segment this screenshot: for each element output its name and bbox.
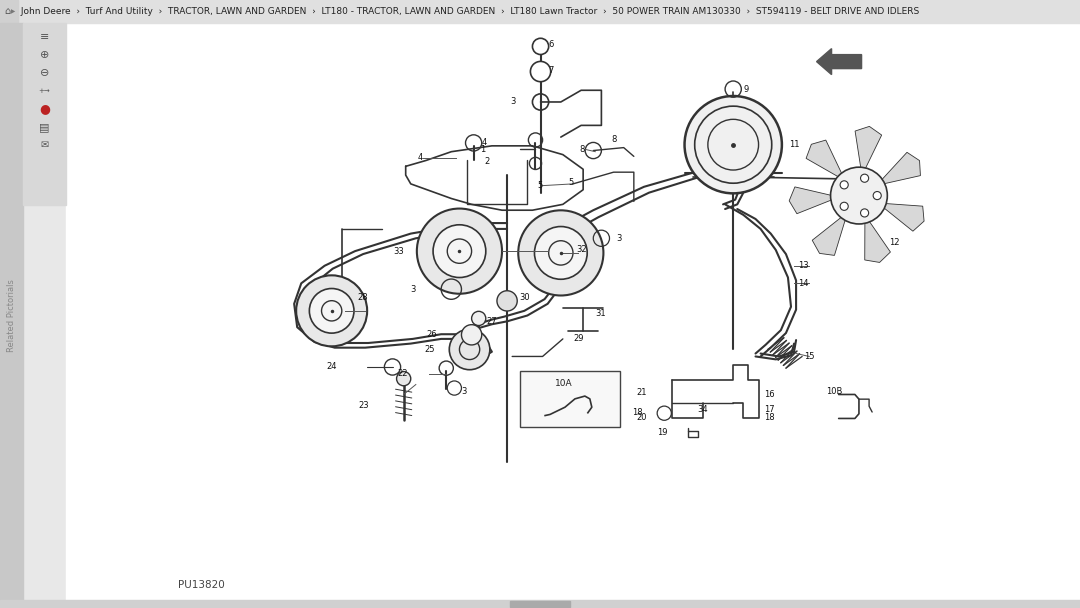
Bar (0, 23, 23, 608)
Circle shape (535, 227, 588, 279)
Polygon shape (865, 215, 890, 263)
Polygon shape (806, 140, 846, 181)
Circle shape (861, 174, 868, 182)
Text: ⊖: ⊖ (40, 68, 50, 78)
Circle shape (530, 61, 551, 81)
Text: ●: ● (39, 103, 50, 116)
Text: 1: 1 (480, 145, 485, 154)
Text: ▤: ▤ (39, 122, 50, 132)
Bar (510, 601, 570, 607)
Circle shape (396, 371, 410, 386)
Text: 29: 29 (573, 334, 583, 344)
Text: 26: 26 (426, 330, 436, 339)
Text: 4: 4 (482, 139, 487, 147)
Text: 8: 8 (580, 145, 585, 154)
Text: 34: 34 (698, 404, 708, 413)
Text: +→: +→ (39, 88, 51, 94)
Text: 23: 23 (359, 401, 368, 410)
Text: 3: 3 (410, 285, 416, 294)
Text: John Deere  ›  Turf And Utility  ›  TRACTOR, LAWN AND GARDEN  ›  LT180 - TRACTOR: John Deere › Turf And Utility › TRACTOR,… (18, 7, 919, 16)
Circle shape (417, 209, 502, 294)
Text: 9: 9 (743, 85, 748, 94)
Polygon shape (855, 126, 881, 176)
Text: 5: 5 (538, 181, 542, 190)
Polygon shape (878, 203, 924, 231)
Text: ▶: ▶ (11, 9, 15, 14)
Circle shape (449, 329, 490, 370)
Text: 33: 33 (393, 247, 404, 255)
Text: 14: 14 (798, 279, 809, 288)
Circle shape (861, 209, 868, 217)
Text: 4: 4 (418, 153, 423, 162)
Text: 3: 3 (461, 387, 467, 396)
Text: ✉: ✉ (40, 140, 49, 150)
Text: 22: 22 (397, 370, 408, 379)
Text: 19: 19 (657, 428, 667, 437)
Polygon shape (812, 212, 848, 255)
Bar (521, 371, 620, 427)
Text: 21: 21 (637, 389, 647, 397)
Text: 16: 16 (764, 390, 774, 399)
Text: ⊕: ⊕ (40, 50, 50, 60)
Text: 7: 7 (549, 66, 554, 75)
Text: 3: 3 (510, 97, 515, 106)
Text: 13: 13 (798, 261, 809, 271)
Circle shape (309, 289, 354, 333)
Text: 25: 25 (424, 345, 434, 354)
Bar (0, 0, 1080, 23)
Bar (0, 0, 18, 23)
Text: PU13820: PU13820 (177, 579, 225, 590)
Text: 3: 3 (617, 234, 622, 243)
Text: 27: 27 (487, 317, 498, 326)
Circle shape (497, 291, 517, 311)
Text: ⌂: ⌂ (4, 7, 10, 16)
Text: 32: 32 (576, 246, 586, 255)
Polygon shape (816, 49, 862, 75)
Text: 30: 30 (519, 294, 530, 302)
Text: 18: 18 (764, 413, 774, 423)
Text: 11: 11 (789, 140, 799, 149)
Bar (23, 23, 66, 205)
Text: 10B: 10B (826, 387, 842, 396)
Circle shape (461, 325, 482, 345)
Text: 10A: 10A (555, 379, 572, 389)
Text: 24: 24 (326, 362, 337, 371)
Bar (0, 600, 1080, 608)
Circle shape (831, 167, 888, 224)
Circle shape (685, 96, 782, 193)
Text: 6: 6 (549, 40, 554, 49)
Text: ≡: ≡ (40, 32, 50, 42)
Circle shape (518, 210, 604, 295)
Text: 17: 17 (764, 404, 774, 413)
Circle shape (840, 202, 848, 210)
Text: 5: 5 (568, 178, 573, 187)
Circle shape (433, 225, 486, 277)
Circle shape (472, 311, 486, 325)
Text: Related Pictorials: Related Pictorials (6, 279, 16, 352)
Polygon shape (877, 153, 920, 185)
Text: 8: 8 (611, 136, 617, 145)
Text: 20: 20 (637, 413, 647, 423)
Circle shape (840, 178, 877, 214)
Polygon shape (789, 187, 839, 213)
Circle shape (532, 38, 549, 55)
Text: 2: 2 (485, 157, 490, 165)
Text: 12: 12 (889, 238, 900, 247)
Text: 31: 31 (595, 309, 606, 318)
Text: 28: 28 (357, 294, 367, 302)
Circle shape (873, 192, 881, 199)
Circle shape (840, 181, 848, 189)
Text: 18: 18 (632, 407, 643, 416)
Text: 15: 15 (805, 352, 814, 361)
Circle shape (296, 275, 367, 347)
